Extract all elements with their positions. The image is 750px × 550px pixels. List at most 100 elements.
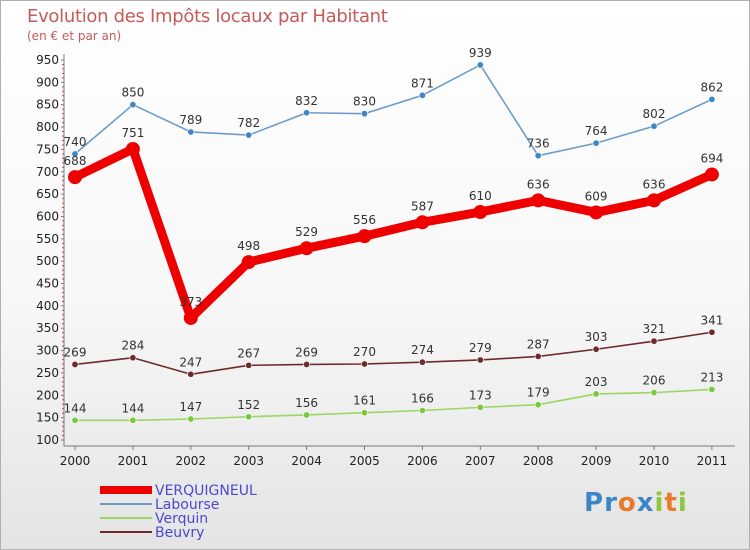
data-point-beuvry: [592, 345, 600, 353]
data-label-verquigneul: 636: [643, 177, 666, 191]
data-point-verquigneul: [704, 167, 719, 182]
data-label-verquigneul: 688: [64, 154, 87, 168]
data-point-labourse: [187, 128, 195, 136]
data-point-verquin: [71, 416, 79, 424]
data-point-labourse: [592, 139, 600, 147]
x-tick-label: 2010: [639, 454, 670, 468]
data-point-verquigneul: [589, 205, 604, 220]
data-point-labourse: [303, 109, 311, 117]
y-tick-label: 800: [36, 120, 59, 134]
logo-letter: i: [654, 488, 665, 518]
data-point-beuvry: [187, 370, 195, 378]
data-point-verquigneul: [357, 229, 372, 244]
data-label-labourse: 830: [353, 95, 376, 109]
data-point-verquigneul: [299, 241, 314, 256]
y-tick-label: 200: [36, 388, 59, 402]
data-label-verquin: 166: [411, 391, 434, 405]
logo-letter: i: [677, 488, 688, 518]
legend-swatch: [100, 503, 152, 505]
data-point-verquin: [708, 385, 716, 393]
data-label-verquigneul: 751: [121, 126, 144, 140]
data-point-verquin: [534, 401, 542, 409]
data-point-verquin: [476, 403, 484, 411]
y-tick-label: 100: [36, 433, 59, 447]
data-point-verquigneul: [531, 193, 546, 208]
x-tick-label: 2006: [407, 454, 438, 468]
y-tick-label: 700: [36, 165, 59, 179]
y-tick-label: 900: [36, 75, 59, 89]
data-point-verquin: [650, 389, 658, 397]
data-point-beuvry: [650, 337, 658, 345]
data-point-beuvry: [418, 358, 426, 366]
data-point-labourse: [418, 91, 426, 99]
data-point-verquigneul: [415, 215, 430, 230]
data-label-verquigneul: 694: [700, 151, 723, 165]
data-label-verquin: 179: [527, 386, 550, 400]
x-tick-label: 2001: [118, 454, 149, 468]
data-label-verquin: 147: [179, 400, 202, 414]
proxiti-logo: Proxiti: [584, 488, 688, 518]
legend-swatch: [100, 486, 152, 494]
data-point-verquin: [303, 411, 311, 419]
data-label-labourse: 939: [469, 46, 492, 60]
data-label-labourse: 871: [411, 76, 434, 90]
data-point-verquin: [187, 415, 195, 423]
data-point-verquigneul: [647, 193, 661, 208]
data-point-labourse: [129, 101, 137, 109]
data-label-verquigneul: 556: [353, 213, 376, 227]
data-point-labourse: [708, 95, 716, 103]
data-point-beuvry: [71, 360, 79, 368]
data-point-verquigneul: [183, 310, 198, 325]
y-tick-label: 600: [36, 209, 59, 223]
data-label-beuvry: 269: [64, 345, 87, 359]
data-label-labourse: 802: [643, 107, 666, 121]
data-label-beuvry: 321: [643, 322, 666, 336]
data-point-verquigneul: [473, 205, 488, 219]
data-label-labourse: 862: [700, 80, 723, 94]
logo-letter: t: [664, 488, 678, 518]
data-label-labourse: 789: [179, 113, 202, 127]
series-line-verquigneul: [70, 144, 717, 323]
series-line-beuvry: [74, 331, 713, 376]
data-label-beuvry: 267: [237, 346, 260, 360]
data-label-beuvry: 270: [353, 345, 376, 359]
data-point-beuvry: [360, 360, 368, 368]
y-tick-label: 950: [36, 53, 59, 67]
data-label-verquin: 156: [295, 396, 318, 410]
y-tick-label: 150: [36, 411, 59, 425]
data-point-verquin: [418, 406, 426, 414]
data-label-beuvry: 269: [295, 345, 318, 359]
data-label-verquigneul: 609: [585, 189, 608, 203]
x-tick-label: 2011: [697, 454, 728, 468]
data-label-verquigneul: 373: [179, 295, 202, 309]
data-point-labourse: [360, 110, 368, 118]
data-point-labourse: [245, 131, 253, 139]
data-point-verquin: [592, 390, 600, 398]
data-point-verquigneul: [125, 141, 140, 156]
data-point-verquin: [129, 416, 137, 424]
data-label-verquin: 173: [469, 388, 492, 402]
x-tick-label: 2009: [581, 454, 612, 468]
series-line-labourse: [74, 64, 713, 157]
x-tick-label: 2008: [523, 454, 554, 468]
logo-letter: P: [584, 488, 605, 518]
data-point-labourse: [71, 150, 79, 158]
data-label-beuvry: 279: [469, 341, 492, 355]
data-point-verquigneul: [241, 255, 256, 270]
data-point-labourse: [476, 61, 484, 69]
data-label-labourse: 740: [64, 135, 87, 149]
data-point-labourse: [534, 152, 542, 160]
chart-title: Evolution des Impôts locaux par Habitant: [27, 6, 388, 27]
data-label-beuvry: 303: [585, 330, 608, 344]
y-tick-label: 350: [36, 321, 59, 335]
legend-swatch: [100, 531, 152, 533]
data-point-verquigneul: [68, 170, 82, 185]
y-tick-label: 850: [36, 98, 59, 112]
data-label-beuvry: 284: [121, 339, 144, 353]
legend-label: VERQUIGNEUL: [155, 483, 257, 499]
data-label-verquigneul: 529: [295, 225, 318, 239]
x-tick-label: 2004: [291, 454, 322, 468]
data-label-labourse: 764: [585, 124, 608, 138]
data-label-verquigneul: 636: [527, 177, 550, 191]
